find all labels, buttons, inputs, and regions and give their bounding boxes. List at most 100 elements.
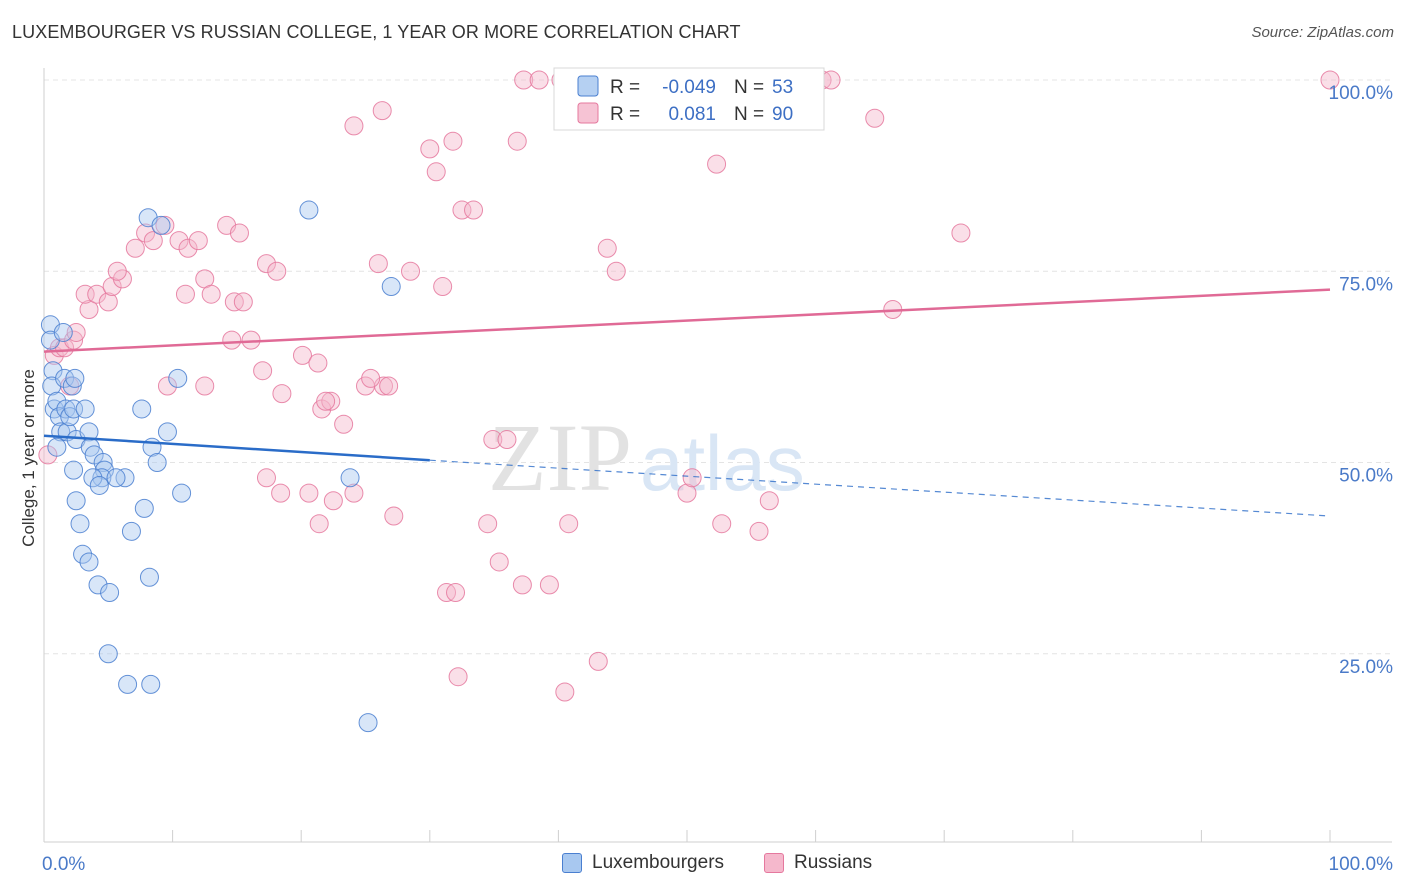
russians-point-35 xyxy=(272,384,292,404)
luxembourgers-point-2 xyxy=(43,361,63,381)
russians-point-29 xyxy=(256,254,276,274)
russians-point-39 xyxy=(321,391,341,411)
legend-item-luxembourgers[interactable]: Luxembourgers xyxy=(562,852,724,874)
stats-legend-pink-swatch xyxy=(577,102,599,124)
russians-point-48 xyxy=(433,277,453,297)
russians-point-93 xyxy=(749,521,769,541)
luxembourgers-point-41 xyxy=(168,368,188,388)
russians-point-77 xyxy=(384,506,404,526)
stats-n-label-pink: N = xyxy=(734,104,764,125)
russians-point-30 xyxy=(267,261,287,281)
russians-point-67 xyxy=(865,108,885,128)
russians-point-85 xyxy=(512,575,532,595)
trend-line-luxembourgers xyxy=(43,434,430,462)
russians-point-80 xyxy=(448,667,468,687)
luxembourgers-point-44 xyxy=(139,567,159,587)
russians-point-54 xyxy=(420,139,440,159)
russians-point-86 xyxy=(539,575,559,595)
series-legend: Luxembourgers Russians xyxy=(0,852,1406,878)
russians-point-94 xyxy=(759,491,779,511)
luxembourgers-point-27 xyxy=(89,475,109,495)
russians-point-8 xyxy=(75,284,95,304)
russians-point-68 xyxy=(951,223,971,243)
luxembourgers-point-28 xyxy=(66,491,86,511)
russians-point-34 xyxy=(253,361,273,381)
stats-n-value-pink: 90 xyxy=(772,104,793,125)
luxembourgers-point-43 xyxy=(121,521,141,541)
russians-point-49 xyxy=(452,200,472,220)
legend-swatch-russians xyxy=(764,853,784,873)
luxembourgers-point-15 xyxy=(65,368,85,388)
russians-point-51 xyxy=(426,162,446,182)
russians-point-44 xyxy=(361,368,381,388)
luxembourgers-point-50 xyxy=(299,200,319,220)
russians-point-59 xyxy=(514,70,534,90)
luxembourgers-point-9 xyxy=(53,322,73,342)
russians-point-60 xyxy=(529,70,549,90)
russians-point-15 xyxy=(136,223,156,243)
luxembourgers-point-42 xyxy=(134,498,154,518)
luxembourgers-point-30 xyxy=(73,544,93,564)
russians-point-83 xyxy=(497,430,517,450)
luxembourgers-point-39 xyxy=(157,422,177,442)
stats-r-value-blue: -0.049 xyxy=(662,77,716,98)
luxembourgers-point-46 xyxy=(106,468,126,488)
luxembourgers-point-34 xyxy=(118,674,138,694)
luxembourgers-point-33 xyxy=(98,644,118,664)
y-tick-label-3: 100.0% xyxy=(1329,83,1394,104)
russians-point-61 xyxy=(597,238,617,258)
source-label: Source: ZipAtlas.com xyxy=(1251,24,1394,41)
russians-point-91 xyxy=(682,468,702,488)
russians-point-10 xyxy=(98,292,118,312)
russians-point-87 xyxy=(559,514,579,534)
series-russians-points xyxy=(38,70,1340,702)
x-tick-label-left: 0.0% xyxy=(42,854,85,875)
russians-point-66 xyxy=(821,70,841,90)
russians-point-37 xyxy=(308,353,328,373)
trend-line-russians xyxy=(43,288,1331,353)
luxembourgers-point-32 xyxy=(88,575,108,595)
russians-point-82 xyxy=(483,430,503,450)
russians-point-9 xyxy=(87,284,107,304)
russians-point-73 xyxy=(299,483,319,503)
y-tick-label-2: 75.0% xyxy=(1339,274,1393,295)
russians-point-36 xyxy=(292,345,312,365)
legend-label-russians: Russians xyxy=(794,852,873,873)
luxembourgers-point-10 xyxy=(55,368,75,388)
trend-line-luxembourgers-extension xyxy=(429,459,1331,517)
stats-r-value-pink: 0.081 xyxy=(668,104,716,125)
russians-point-89 xyxy=(555,682,575,702)
luxembourgers-point-26 xyxy=(83,468,103,488)
russians-point-62 xyxy=(606,261,626,281)
russians-point-55 xyxy=(443,131,463,151)
russians-point-21 xyxy=(175,284,195,304)
russians-point-47 xyxy=(401,261,421,281)
chart-title: LUXEMBOURGER VS RUSSIAN COLLEGE, 1 YEAR … xyxy=(12,22,741,42)
luxembourgers-point-51 xyxy=(381,277,401,297)
russians-point-13 xyxy=(107,261,127,281)
luxembourgers-point-20 xyxy=(79,422,99,442)
x-tick-label-right: 100.0% xyxy=(1329,854,1394,875)
stats-legend-blue-swatch xyxy=(577,75,599,97)
trend-lines xyxy=(43,288,1331,517)
stats-n-value-blue: 53 xyxy=(772,77,793,98)
axes xyxy=(43,68,1392,843)
y-axis-label: College, 1 year or more xyxy=(19,369,38,547)
y-tick-labels: 25.0% 50.0% 75.0% 100.0% xyxy=(1329,83,1394,678)
luxembourgers-point-29 xyxy=(70,514,90,534)
russians-point-56 xyxy=(507,131,527,151)
luxembourgers-point-8 xyxy=(47,437,67,457)
russians-point-28 xyxy=(222,330,242,350)
series-luxembourgers-points xyxy=(40,200,401,733)
luxembourgers-point-19 xyxy=(75,399,95,419)
russians-point-84 xyxy=(489,552,509,572)
luxembourgers-point-35 xyxy=(141,674,161,694)
russians-point-41 xyxy=(334,414,354,434)
russians-point-40 xyxy=(316,391,336,411)
luxembourgers-point-14 xyxy=(62,376,82,396)
legend-item-russians[interactable]: Russians xyxy=(764,852,872,874)
stats-legend: R = -0.049 N = 53 R = 0.081 N = 90 xyxy=(553,67,825,131)
stats-r-label-pink: R = xyxy=(610,104,640,125)
russians-point-46 xyxy=(368,254,388,274)
